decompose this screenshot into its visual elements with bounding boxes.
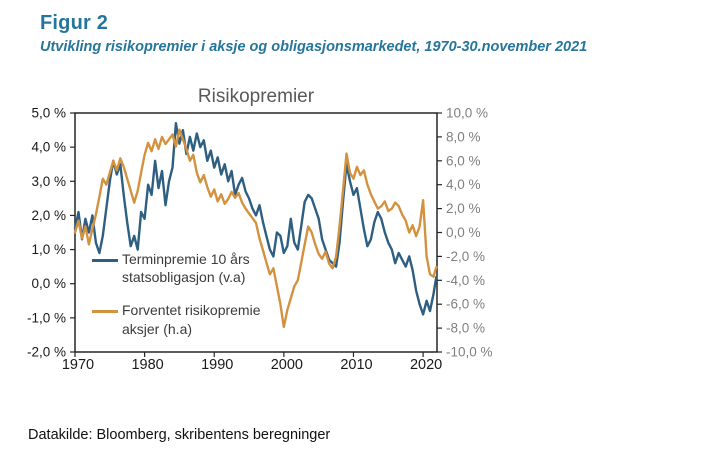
svg-text:2010: 2010 xyxy=(340,357,372,373)
figure-subtitle: Utvikling risikopremier i aksje og oblig… xyxy=(40,39,588,55)
svg-text:0,0 %: 0,0 % xyxy=(446,225,481,240)
bond-series-swatch xyxy=(92,259,118,262)
risikopremier-chart: 5,0 % 4,0 % 3,0 % 2,0 % 1,0 % 0,0 % -1,0 % -2,0… xyxy=(27,106,493,374)
chart-legend: Terminpremie 10 års statsobligasjon (v.a… xyxy=(92,250,302,353)
svg-text:-2,0 %: -2,0 % xyxy=(446,249,485,264)
bond-series-label: Terminpremie 10 års statsobligasjon (v.a… xyxy=(122,251,250,286)
svg-text:6,0 %: 6,0 % xyxy=(446,153,481,168)
svg-text:-4,0 %: -4,0 % xyxy=(446,273,485,288)
svg-text:1980: 1980 xyxy=(131,357,163,373)
svg-text:2000: 2000 xyxy=(271,357,303,373)
svg-text:-8,0 %: -8,0 % xyxy=(446,321,485,336)
svg-text:-10,0 %: -10,0 % xyxy=(446,345,493,360)
legend-item-risikopremie-aksjer: Forventet risikopremie aksjer (h.a) xyxy=(92,301,302,337)
svg-text:1990: 1990 xyxy=(201,357,233,373)
svg-text:0,0 %: 0,0 % xyxy=(31,276,66,291)
equity-series-swatch xyxy=(92,310,118,314)
svg-text:1970: 1970 xyxy=(62,357,94,373)
legend-item-terminpremie: Terminpremie 10 års statsobligasjon (v.a… xyxy=(92,250,302,286)
svg-text:3,0 %: 3,0 % xyxy=(31,174,66,189)
svg-text:4,0 %: 4,0 % xyxy=(31,140,66,155)
data-source: Datakilde: Bloomberg, skribentens beregn… xyxy=(28,427,331,443)
svg-text:2,0 %: 2,0 % xyxy=(31,208,66,223)
svg-text:-6,0 %: -6,0 % xyxy=(446,297,485,312)
svg-text:5,0 %: 5,0 % xyxy=(31,106,66,121)
svg-text:4,0 %: 4,0 % xyxy=(446,177,481,192)
svg-text:2,0 %: 2,0 % xyxy=(446,201,481,216)
equity-series-label: Forventet risikopremie aksjer (h.a) xyxy=(122,302,261,337)
svg-text:-2,0 %: -2,0 % xyxy=(27,345,66,360)
svg-text:2020: 2020 xyxy=(410,357,442,373)
svg-text:10,0 %: 10,0 % xyxy=(446,106,488,121)
figure-label: Figur 2 xyxy=(40,12,109,34)
chart-title: Risikopremier xyxy=(197,86,315,107)
svg-text:-1,0 %: -1,0 % xyxy=(27,310,66,325)
svg-text:1,0 %: 1,0 % xyxy=(31,242,66,257)
svg-text:8,0 %: 8,0 % xyxy=(446,129,481,144)
